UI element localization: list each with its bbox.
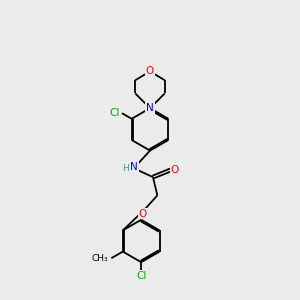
Text: O: O [146, 66, 154, 76]
Text: Cl: Cl [136, 271, 146, 281]
Text: O: O [171, 165, 179, 175]
Text: Cl: Cl [109, 108, 120, 118]
Text: CH₃: CH₃ [91, 254, 108, 263]
Text: N: N [146, 103, 154, 113]
Text: H: H [122, 164, 128, 173]
Text: O: O [139, 208, 147, 219]
Text: N: N [130, 162, 138, 172]
